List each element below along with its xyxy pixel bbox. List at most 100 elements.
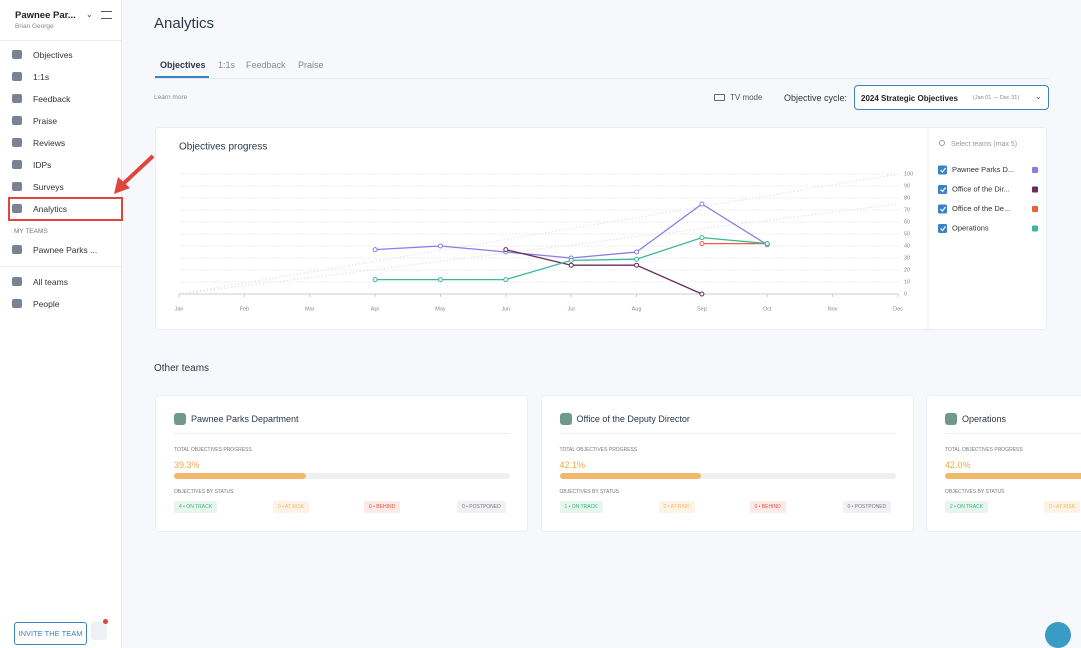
x-tick-label: Feb (240, 306, 249, 312)
team-card: Office of the Deputy Director TOTAL OBJEC… (540, 395, 914, 532)
team-search[interactable]: Select teams (max 5) (951, 141, 1017, 148)
data-point (634, 249, 640, 255)
cycle-label: Objective cycle: (784, 93, 848, 103)
nav-item[interactable]: 1:1s (12, 71, 112, 83)
nav-item[interactable]: Feedback (12, 93, 112, 105)
data-point (568, 262, 574, 268)
legend-checkbox[interactable] (938, 165, 947, 175)
nav-item[interactable]: Analytics (12, 203, 112, 215)
check (940, 206, 946, 212)
team-icon (559, 413, 572, 425)
status-badge: 0 • POSTPONED (457, 501, 506, 513)
legend-swatch (1032, 206, 1038, 212)
nav-icon (12, 160, 22, 169)
legend-label: Office of the De... (952, 204, 1010, 213)
org-caret[interactable]: ⌄ (86, 10, 93, 19)
series-line (375, 203, 768, 259)
chart-title: Objectives progress (179, 142, 267, 153)
data-point (437, 243, 443, 249)
series-line (505, 248, 703, 295)
invite-button[interactable]: INVITE THE TEAM (14, 622, 87, 645)
data-point (437, 277, 443, 283)
nav-item[interactable]: IDPs (12, 159, 112, 171)
nav-item[interactable]: Objectives (12, 49, 112, 61)
data-point (699, 235, 705, 241)
y-tick-label: 50 (904, 231, 910, 237)
nav-item[interactable]: Surveys (12, 181, 112, 193)
tv-mode[interactable]: TV mode (730, 93, 763, 102)
nav-item[interactable]: People (12, 298, 112, 310)
legend-checkbox[interactable] (938, 224, 947, 233)
cycle-select[interactable]: 2024 Strategic Objectives (Jan 01 — Dec … (854, 85, 1049, 110)
divider (0, 40, 121, 41)
status-badge: 0 • POSTPONED (842, 501, 892, 513)
chat-button[interactable] (1045, 622, 1071, 648)
team-name[interactable]: Pawnee Parks Department (191, 414, 299, 424)
tab[interactable]: Objectives (160, 60, 206, 70)
legend-checkbox[interactable] (938, 204, 947, 214)
status-badge: 0 • AT RISK (273, 501, 310, 513)
nav-item[interactable]: Reviews (12, 137, 112, 149)
x-tick-label: Apr (371, 306, 380, 312)
nav-icon (12, 116, 22, 125)
red-arrow (114, 154, 155, 194)
active-tab-underline (155, 76, 209, 78)
tabs-line (154, 78, 1049, 79)
progress-track (174, 473, 510, 479)
data-point (372, 277, 378, 283)
status-badge: 0 • AT RISK (658, 501, 695, 513)
status-badge: 0 • AT RISK (1044, 501, 1081, 513)
cycle-value: 2024 Strategic Objectives (861, 94, 958, 103)
status-badge: 0 • BEHIND (749, 501, 786, 513)
x-tick-label: Jan (175, 306, 184, 312)
team-icon (945, 413, 957, 425)
nav-icon (12, 72, 22, 81)
nav-label: People (33, 299, 60, 309)
team-icon (174, 413, 186, 425)
tab[interactable]: 1:1s (218, 60, 236, 70)
tab[interactable]: Feedback (246, 60, 286, 70)
progress-value: 42.0% (945, 460, 971, 470)
nav-icon (12, 182, 22, 191)
nav-label: Feedback (33, 94, 71, 104)
learn-more[interactable]: Learn more (154, 94, 188, 101)
nav-label: Objectives (33, 50, 73, 60)
team-name[interactable]: Office of the Deputy Director (576, 414, 690, 424)
cycle-dates: (Jan 01 — Dec 31) (973, 95, 1020, 101)
data-point (764, 241, 770, 247)
x-tick-label: May (435, 306, 446, 312)
team-name[interactable]: Operations (962, 414, 1007, 424)
nav-icon (12, 204, 22, 213)
tab[interactable]: Praise (298, 60, 324, 70)
x-tick-label: Aug (632, 306, 642, 312)
y-tick-label: 80 (904, 195, 910, 201)
y-tick-label: 20 (904, 267, 910, 273)
nav-icon (12, 50, 22, 59)
data-point (699, 201, 705, 207)
x-tick-label: Dec (893, 306, 903, 312)
divider (174, 433, 510, 434)
menu-toggle[interactable] (101, 11, 112, 19)
nav-item[interactable]: Praise (12, 115, 112, 127)
nav-item[interactable]: All teams (12, 276, 112, 288)
nav-label: IDPs (33, 160, 52, 170)
org-name[interactable]: Pawnee Par... (15, 10, 76, 21)
highlight-box (8, 197, 123, 221)
chart: Objectives progress Select teams (max 5)… (175, 128, 1038, 331)
progress-heading: TOTAL OBJECTIVES PROGRESS (174, 447, 252, 453)
nav-icon (12, 299, 22, 308)
status-badge: 1 • ON TRACK (559, 501, 603, 513)
search-icon (939, 140, 945, 146)
nav-label: Pawnee Parks ... (33, 245, 98, 255)
progress-bar (559, 473, 701, 479)
divider (945, 433, 1081, 434)
team-item[interactable]: Pawnee Parks ... (12, 244, 112, 256)
target-line (178, 203, 899, 295)
x-tick-label: Nov (828, 306, 838, 312)
announcements[interactable] (91, 622, 107, 640)
x-tick-label: Mar (305, 306, 315, 312)
page-title: Analytics (154, 15, 215, 32)
legend-checkbox[interactable] (938, 185, 947, 194)
legend-label: Office of the Dir... (952, 184, 1010, 193)
